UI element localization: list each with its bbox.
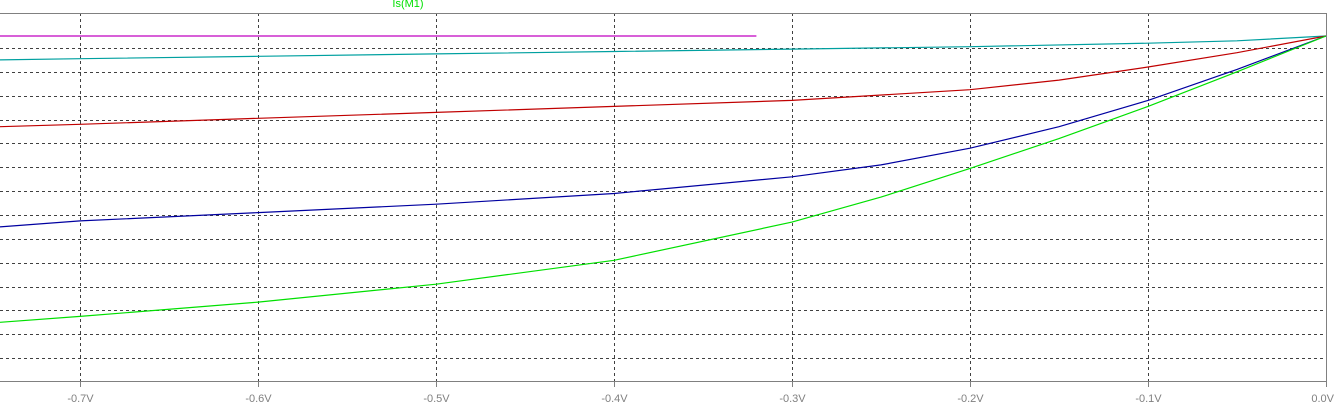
series-line-3[interactable] (0, 35, 1327, 128)
x-tick-label: -0.6V (245, 393, 272, 405)
series-line-5[interactable] (0, 35, 1327, 323)
x-tick-label: -0.2V (957, 393, 984, 405)
series-group (0, 35, 1327, 323)
x-tick-label: -0.4V (601, 393, 628, 405)
x-tick-label: -0.5V (423, 393, 450, 405)
x-tick-label: 0.0V (1311, 393, 1334, 405)
x-axis: -0.7V -0.6V -0.5V -0.4V -0.3V -0.2V -0.1V 0.0V (67, 381, 1334, 405)
series-line-4[interactable] (0, 35, 1327, 228)
x-tick-label: -0.3V (779, 393, 806, 405)
x-tick-label: -0.7V (67, 393, 94, 405)
grid (0, 13, 1326, 381)
trace-label[interactable]: Is(M1) (392, 0, 423, 10)
x-tick-label: -0.1V (1135, 393, 1162, 405)
series-line-2[interactable] (0, 35, 1327, 61)
plot-frame (0, 13, 1327, 382)
